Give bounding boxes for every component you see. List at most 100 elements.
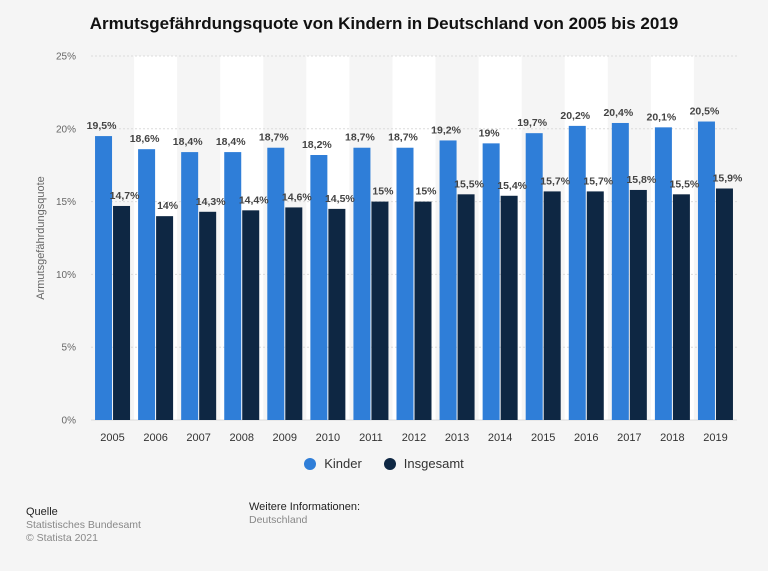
data-label-kinder-2017: 20,4% — [603, 107, 633, 119]
x-tick-label: 2018 — [660, 432, 684, 444]
bar-kinder-2014[interactable] — [482, 143, 500, 421]
source-block: Quelle Statistisches Bundesamt © Statist… — [26, 506, 141, 545]
bar-kinder-2018[interactable] — [654, 127, 672, 421]
data-label-kinder-2016: 20,2% — [560, 110, 590, 122]
y-tick-label: 15% — [56, 197, 76, 208]
data-label-kinder-2015: 19,7% — [517, 117, 547, 129]
data-label-kinder-2007: 18,4% — [173, 136, 203, 148]
data-label-kinder-2018: 20,1% — [647, 111, 677, 123]
x-tick-label: 2015 — [531, 432, 555, 444]
bar-kinder-2006[interactable] — [138, 149, 156, 420]
x-tick-label: 2009 — [273, 432, 297, 444]
legend-label-insgesamt: Insgesamt — [403, 456, 464, 471]
bar-kinder-2012[interactable] — [396, 147, 414, 420]
data-label-insgesamt-2005: 14,7% — [110, 190, 140, 202]
bar-insgesamt-2011[interactable] — [371, 201, 389, 420]
info-block: Weitere Informationen: Deutschland — [249, 501, 360, 527]
data-label-insgesamt-2014: 15,4% — [497, 180, 527, 192]
bar-kinder-2015[interactable] — [525, 133, 543, 420]
y-tick-label: 10% — [56, 270, 76, 281]
x-tick-label: 2010 — [316, 432, 340, 444]
data-labels: 19,5% 14,7% 18,6% 14% 18,4% 14,3% 18,4% 14,4% 18… — [87, 106, 743, 213]
legend-item-kinder[interactable]: Kinder — [304, 456, 362, 471]
y-axis-ticks: 0% 5% 10% 15% 20% 25% — [56, 52, 76, 427]
x-tick-label: 2011 — [359, 432, 383, 444]
bar-insgesamt-2005[interactable] — [113, 205, 131, 420]
data-label-kinder-2014: 19% — [479, 127, 501, 139]
x-tick-label: 2017 — [617, 432, 641, 444]
bar-kinder-2007[interactable] — [181, 152, 199, 420]
bar-kinder-2005[interactable] — [95, 136, 113, 420]
data-label-kinder-2005: 19,5% — [87, 120, 117, 132]
bar-kinder-2019[interactable] — [697, 121, 715, 421]
source-name[interactable]: Statistisches Bundesamt — [26, 519, 141, 531]
x-tick-label: 2012 — [402, 432, 426, 444]
data-label-insgesamt-2008: 14,4% — [239, 194, 269, 206]
x-tick-label: 2005 — [100, 432, 124, 444]
info-heading: Weitere Informationen: — [249, 501, 361, 513]
bar-kinder-2008[interactable] — [224, 152, 242, 420]
bar-kinder-2011[interactable] — [353, 147, 371, 420]
bar-insgesamt-2012[interactable] — [414, 201, 432, 420]
bar-kinder-2009[interactable] — [267, 147, 285, 420]
bar-insgesamt-2019[interactable] — [715, 188, 733, 420]
bar-kinder-2013[interactable] — [439, 140, 457, 420]
x-tick-label: 2008 — [229, 432, 253, 444]
data-label-insgesamt-2015: 15,7% — [540, 175, 570, 187]
bar-insgesamt-2015[interactable] — [543, 191, 561, 420]
x-tick-label: 2019 — [703, 432, 727, 444]
legend-label-kinder: Kinder — [324, 456, 362, 471]
data-label-insgesamt-2009: 14,6% — [282, 191, 312, 203]
x-tick-label: 2007 — [186, 432, 210, 444]
y-tick-label: 20% — [56, 124, 76, 135]
y-tick-label: 5% — [62, 343, 77, 354]
data-label-insgesamt-2012: 15% — [415, 186, 437, 198]
data-label-insgesamt-2016: 15,7% — [583, 175, 613, 187]
bar-kinder-2017[interactable] — [611, 122, 629, 420]
data-label-insgesamt-2006: 14% — [157, 200, 179, 212]
y-axis-label: Armutsgefährdungsquote — [35, 176, 47, 300]
x-tick-label: 2006 — [143, 432, 167, 444]
data-label-insgesamt-2010: 14,5% — [325, 193, 355, 205]
data-label-kinder-2012: 18,7% — [388, 132, 418, 144]
data-label-kinder-2010: 18,2% — [302, 139, 332, 151]
bar-insgesamt-2009[interactable] — [285, 207, 303, 420]
bar-insgesamt-2018[interactable] — [672, 194, 690, 420]
bar-insgesamt-2016[interactable] — [586, 191, 604, 420]
bar-insgesamt-2006[interactable] — [156, 216, 174, 420]
data-label-insgesamt-2011: 15% — [372, 186, 394, 198]
data-label-kinder-2019: 20,5% — [690, 106, 720, 118]
legend: Kinder Insgesamt — [0, 456, 768, 471]
data-label-insgesamt-2017: 15,8% — [626, 174, 656, 186]
data-label-kinder-2008: 18,4% — [216, 136, 246, 148]
chart-title: Armutsgefährdungsquote von Kindern in De… — [89, 14, 679, 33]
bar-insgesamt-2008[interactable] — [242, 210, 260, 420]
bar-insgesamt-2007[interactable] — [199, 211, 217, 420]
copyright-text[interactable]: © Statista 2021 — [26, 532, 98, 544]
y-tick-label: 0% — [62, 416, 77, 427]
data-label-kinder-2006: 18,6% — [130, 133, 160, 145]
legend-item-insgesamt[interactable]: Insgesamt — [383, 456, 464, 471]
gridlines — [91, 55, 737, 421]
legend-dot-kinder — [304, 457, 317, 470]
bar-kinder-2010[interactable] — [310, 155, 328, 420]
data-label-kinder-2011: 18,7% — [345, 132, 375, 144]
bar-insgesamt-2010[interactable] — [328, 208, 346, 420]
y-tick-label: 25% — [56, 52, 76, 63]
data-label-insgesamt-2007: 14,3% — [196, 196, 226, 208]
data-label-insgesamt-2019: 15,9% — [713, 172, 743, 184]
info-text: Deutschland — [249, 514, 308, 526]
bar-insgesamt-2014[interactable] — [500, 195, 518, 420]
data-label-insgesamt-2013: 15,5% — [454, 178, 484, 190]
legend-dot-insgesamt — [383, 457, 396, 470]
x-tick-label: 2014 — [488, 432, 512, 444]
x-tick-label: 2016 — [574, 432, 598, 444]
bars — [95, 121, 733, 421]
data-label-insgesamt-2018: 15,5% — [670, 178, 700, 190]
bar-insgesamt-2017[interactable] — [629, 189, 647, 420]
x-tick-label: 2013 — [445, 432, 469, 444]
bar-insgesamt-2013[interactable] — [457, 194, 475, 420]
source-heading: Quelle — [26, 506, 58, 518]
bar-kinder-2016[interactable] — [568, 125, 586, 420]
